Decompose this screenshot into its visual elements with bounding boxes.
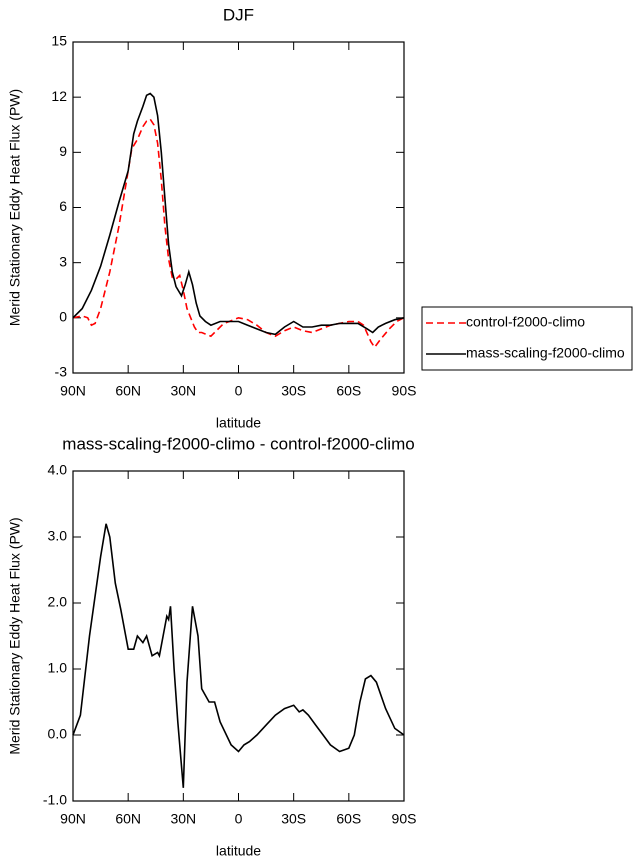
y-axis-label: Merid Stationary Eddy Heat Flux (PW): [7, 89, 23, 326]
y-tick-label: 2.0: [48, 594, 68, 610]
series-line: [72, 92, 405, 336]
x-axis-label: latitude: [216, 843, 261, 859]
x-tick-label: 60S: [336, 383, 361, 399]
y-tick-label: 15: [51, 33, 67, 49]
y-tick-label: 3.0: [48, 528, 68, 544]
x-tick-label: 30S: [281, 383, 306, 399]
y-tick-label: 12: [51, 88, 67, 104]
series-line: [72, 523, 405, 788]
x-tick-label: 90S: [392, 383, 417, 399]
legend-label: control-f2000-climo: [466, 314, 585, 330]
x-tick-label: 60S: [336, 811, 361, 827]
x-tick-label: 90S: [392, 811, 417, 827]
legend-box: [421, 306, 633, 371]
x-tick-label: 30S: [281, 811, 306, 827]
y-tick-label: 1.0: [48, 660, 68, 676]
y-axis-label: Merid Stationary Eddy Heat Flux (PW): [7, 517, 23, 754]
x-tick-label: 0: [235, 811, 243, 827]
x-tick-label: 30N: [170, 383, 196, 399]
y-tick-label: 4.0: [48, 462, 68, 478]
y-tick-label: -3: [55, 364, 68, 380]
y-tick-label: 3: [59, 253, 67, 269]
y-tick-label: 0.0: [48, 726, 68, 742]
plot-frame: [72, 470, 405, 802]
x-tick-label: 60N: [115, 811, 141, 827]
y-tick-label: 6: [59, 198, 67, 214]
x-tick-label: 90N: [60, 383, 86, 399]
series-line: [72, 118, 405, 349]
x-tick-label: 60N: [115, 383, 141, 399]
y-tick-label: -1.0: [43, 792, 67, 808]
x-tick-label: 90N: [60, 811, 86, 827]
y-tick-label: 9: [59, 143, 67, 159]
plot-frame: [72, 41, 405, 374]
chart-title: DJF: [223, 5, 254, 24]
x-axis-label: latitude: [216, 415, 261, 431]
chart-title: mass-scaling-f2000-climo - control-f2000…: [62, 434, 414, 453]
y-tick-label: 0: [59, 309, 67, 325]
x-tick-label: 30N: [170, 811, 196, 827]
x-tick-label: 0: [235, 383, 243, 399]
legend-label: mass-scaling-f2000-climo: [466, 345, 625, 361]
